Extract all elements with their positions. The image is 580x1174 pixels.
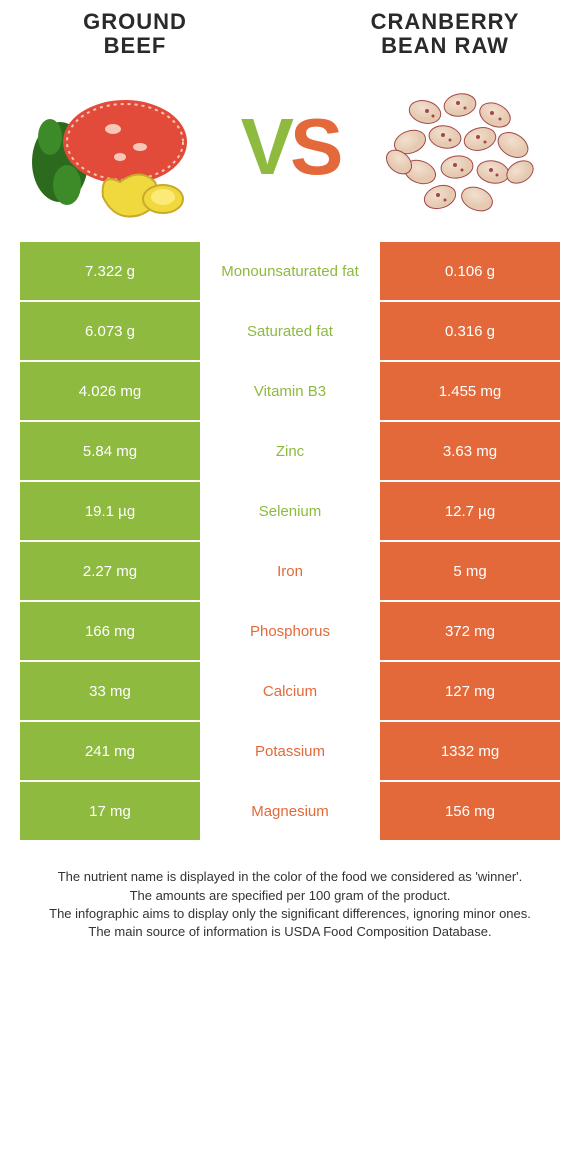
left-value: 17 mg — [20, 782, 200, 840]
left-food-title: GROUND BEEF — [20, 10, 250, 58]
footer-line: The amounts are specified per 100 gram o… — [20, 887, 560, 905]
right-value: 127 mg — [380, 662, 560, 720]
left-value: 5.84 mg — [20, 422, 200, 480]
right-value: 5 mg — [380, 542, 560, 600]
left-value: 6.073 g — [20, 302, 200, 360]
left-value: 33 mg — [20, 662, 200, 720]
right-value: 0.316 g — [380, 302, 560, 360]
images-row: VS — [0, 58, 580, 242]
left-value: 2.27 mg — [20, 542, 200, 600]
vs-v: V — [241, 107, 290, 187]
table-row: 6.073 gSaturated fat0.316 g — [20, 302, 560, 360]
nutrient-label: Calcium — [200, 662, 380, 720]
header: GROUND BEEF CRANBERRY BEAN RAW — [0, 0, 580, 58]
ground-beef-image — [20, 62, 220, 232]
table-row: 241 mgPotassium1332 mg — [20, 722, 560, 780]
title-line: GROUND — [20, 10, 250, 34]
nutrient-table: 7.322 gMonounsaturated fat0.106 g6.073 g… — [20, 242, 560, 840]
table-row: 5.84 mgZinc3.63 mg — [20, 422, 560, 480]
nutrient-label: Potassium — [200, 722, 380, 780]
right-value: 3.63 mg — [380, 422, 560, 480]
vs-s: S — [290, 107, 339, 187]
footer-notes: The nutrient name is displayed in the co… — [20, 868, 560, 941]
nutrient-label: Zinc — [200, 422, 380, 480]
left-value: 19.1 µg — [20, 482, 200, 540]
right-value: 156 mg — [380, 782, 560, 840]
table-row: 166 mgPhosphorus372 mg — [20, 602, 560, 660]
footer-line: The nutrient name is displayed in the co… — [20, 868, 560, 886]
vs-label: VS — [241, 107, 340, 187]
nutrient-label: Phosphorus — [200, 602, 380, 660]
left-value: 4.026 mg — [20, 362, 200, 420]
nutrient-label: Iron — [200, 542, 380, 600]
right-value: 0.106 g — [380, 242, 560, 300]
nutrient-label: Vitamin B3 — [200, 362, 380, 420]
right-value: 1.455 mg — [380, 362, 560, 420]
left-value: 241 mg — [20, 722, 200, 780]
table-row: 2.27 mgIron5 mg — [20, 542, 560, 600]
nutrient-label: Monounsaturated fat — [200, 242, 380, 300]
right-value: 12.7 µg — [380, 482, 560, 540]
right-value: 372 mg — [380, 602, 560, 660]
table-row: 17 mgMagnesium156 mg — [20, 782, 560, 840]
nutrient-label: Selenium — [200, 482, 380, 540]
title-line: BEEF — [20, 34, 250, 58]
nutrient-label: Magnesium — [200, 782, 380, 840]
cranberry-bean-image — [360, 62, 560, 232]
title-line: CRANBERRY — [330, 10, 560, 34]
comparison-infographic: GROUND BEEF CRANBERRY BEAN RAW — [0, 0, 580, 941]
right-value: 1332 mg — [380, 722, 560, 780]
right-food-title: CRANBERRY BEAN RAW — [330, 10, 560, 58]
footer-line: The infographic aims to display only the… — [20, 905, 560, 923]
left-value: 166 mg — [20, 602, 200, 660]
footer-line: The main source of information is USDA F… — [20, 923, 560, 941]
title-line: BEAN RAW — [330, 34, 560, 58]
table-row: 4.026 mgVitamin B31.455 mg — [20, 362, 560, 420]
table-row: 19.1 µgSelenium12.7 µg — [20, 482, 560, 540]
table-row: 7.322 gMonounsaturated fat0.106 g — [20, 242, 560, 300]
left-value: 7.322 g — [20, 242, 200, 300]
nutrient-label: Saturated fat — [200, 302, 380, 360]
table-row: 33 mgCalcium127 mg — [20, 662, 560, 720]
